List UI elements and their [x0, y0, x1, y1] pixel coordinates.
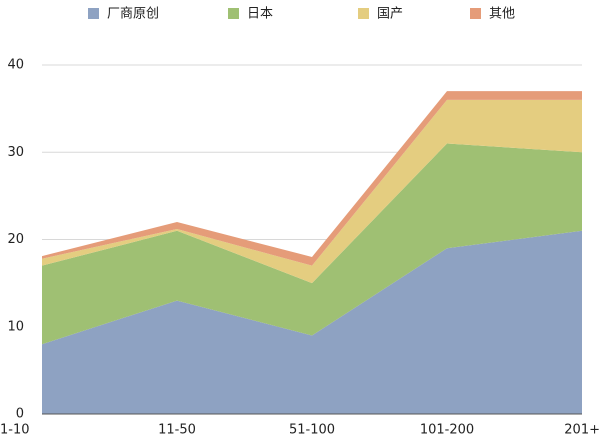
y-tick-label: 20	[7, 232, 24, 247]
legend-label: 厂商原创	[107, 7, 159, 22]
legend-swatch	[470, 8, 481, 19]
legend-swatch	[228, 8, 239, 19]
y-tick-label: 30	[7, 145, 24, 160]
x-tick-label: 1-10	[0, 423, 30, 438]
area	[42, 99, 582, 284]
legend-label: 其他	[489, 7, 515, 22]
x-tick-label: 51-100	[289, 423, 335, 438]
y-tick-label: 0	[16, 407, 24, 422]
x-tick-label: 201+	[564, 423, 600, 438]
y-tick-label: 40	[7, 58, 24, 73]
area	[42, 230, 582, 414]
x-tick-label: 11-50	[158, 423, 196, 438]
y-tick-label: 10	[7, 319, 24, 334]
legend-label: 日本	[247, 7, 273, 22]
legend-label: 国产	[377, 7, 403, 22]
legend-swatch	[358, 8, 369, 19]
legend-swatch	[88, 8, 99, 19]
x-tick-label: 101-200	[420, 423, 474, 438]
area	[42, 143, 582, 345]
